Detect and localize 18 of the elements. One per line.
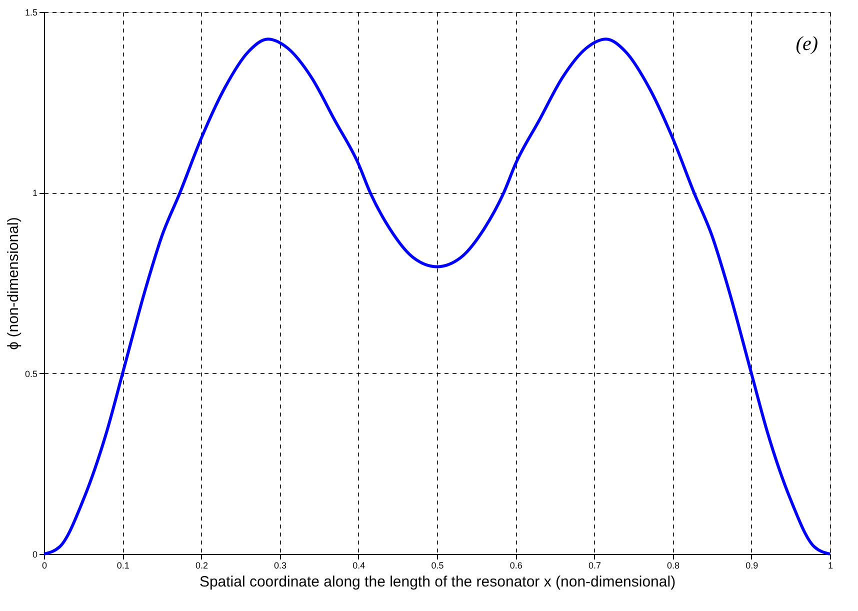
y-tick-label: 0.5	[24, 368, 38, 379]
x-tick-label: 0.7	[588, 560, 601, 570]
annotation: (e)	[796, 33, 818, 55]
x-tick-label: 0.3	[274, 560, 287, 570]
x-tick-label: 0.2	[195, 560, 208, 570]
y-tick-label: 1.5	[24, 8, 38, 18]
x-tick-label: 0.1	[116, 560, 130, 570]
x-tick-label: 0.4	[352, 560, 366, 570]
x-tick-label: 0.6	[510, 560, 522, 570]
y-tick-label: 0	[32, 550, 38, 560]
x-tick-label: 0.5	[431, 560, 444, 570]
x-tick-label: 0.9	[746, 560, 758, 570]
x-tick-label: 1	[828, 560, 834, 570]
y-axis-title: ϕ (non-dimensional)	[4, 217, 22, 350]
y-tick-label: 1	[32, 188, 38, 198]
x-axis-title: Spatial coordinate along the length of the resonator x (non-dimensional)	[199, 574, 676, 590]
x-tick-label: 0	[42, 560, 48, 570]
x-tick-label: 0.8	[667, 560, 680, 570]
